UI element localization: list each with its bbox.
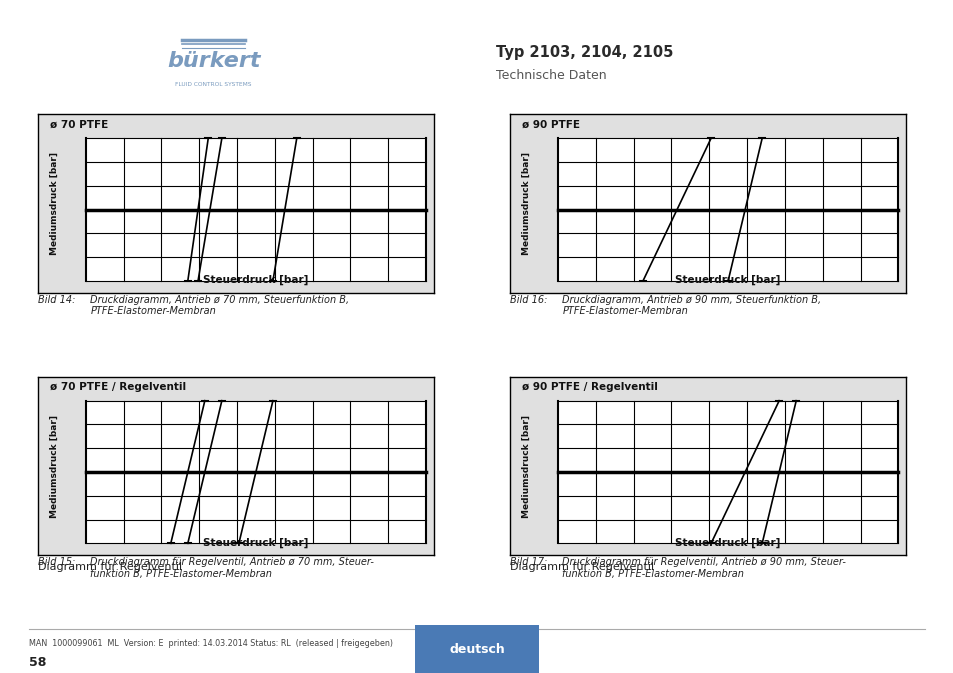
Bar xyxy=(558,138,898,281)
Text: Steuerdruck [bar]: Steuerdruck [bar] xyxy=(675,538,780,548)
Text: Druckdiagramm, Antrieb ø 70 mm, Steuerfunktion B,
PTFE-Elastomer-Membran: Druckdiagramm, Antrieb ø 70 mm, Steuerfu… xyxy=(91,295,349,316)
Bar xyxy=(86,400,426,543)
Text: Bild 16:: Bild 16: xyxy=(510,295,547,305)
Text: 58: 58 xyxy=(29,656,46,669)
Text: Technische Daten: Technische Daten xyxy=(496,69,606,82)
Text: Druckdiagramm für Regelventil, Antrieb ø 70 mm, Steuer-
funktion B, PTFE-Elastom: Druckdiagramm für Regelventil, Antrieb ø… xyxy=(91,557,374,579)
Text: Mediumsdruck [bar]: Mediumsdruck [bar] xyxy=(50,415,58,518)
Text: Diagramm für Regelventil: Diagramm für Regelventil xyxy=(510,562,654,572)
Text: MAN  1000099061  ML  Version: E  printed: 14.03.2014 Status: RL  (released | fre: MAN 1000099061 ML Version: E printed: 14… xyxy=(29,639,393,648)
Bar xyxy=(558,400,898,543)
Text: Diagramm für Regelventil: Diagramm für Regelventil xyxy=(38,562,182,572)
Text: Mediumsdruck [bar]: Mediumsdruck [bar] xyxy=(50,152,58,255)
Text: Druckdiagramm für Regelventil, Antrieb ø 90 mm, Steuer-
funktion B, PTFE-Elastom: Druckdiagramm für Regelventil, Antrieb ø… xyxy=(562,557,845,579)
Text: bürkert: bürkert xyxy=(167,50,260,71)
Text: ø 90 PTFE / Regelventil: ø 90 PTFE / Regelventil xyxy=(521,382,658,392)
Bar xyxy=(86,138,426,281)
Text: Mediumsdruck [bar]: Mediumsdruck [bar] xyxy=(521,152,530,255)
Text: Bild 17:: Bild 17: xyxy=(510,557,547,567)
Text: Typ 2103, 2104, 2105: Typ 2103, 2104, 2105 xyxy=(496,44,673,60)
Text: deutsch: deutsch xyxy=(449,643,504,656)
Text: Bild 15:: Bild 15: xyxy=(38,557,75,567)
Text: ø 70 PTFE: ø 70 PTFE xyxy=(50,120,109,130)
FancyBboxPatch shape xyxy=(415,625,538,673)
Text: Mediumsdruck [bar]: Mediumsdruck [bar] xyxy=(521,415,530,518)
Text: Bild 14:: Bild 14: xyxy=(38,295,75,305)
Text: FLUID CONTROL SYSTEMS: FLUID CONTROL SYSTEMS xyxy=(175,81,252,87)
Text: ø 90 PTFE: ø 90 PTFE xyxy=(521,120,579,130)
Text: Steuerdruck [bar]: Steuerdruck [bar] xyxy=(203,538,308,548)
Text: Steuerdruck [bar]: Steuerdruck [bar] xyxy=(203,275,308,285)
Text: Druckdiagramm, Antrieb ø 90 mm, Steuerfunktion B,
PTFE-Elastomer-Membran: Druckdiagramm, Antrieb ø 90 mm, Steuerfu… xyxy=(562,295,821,316)
Text: Steuerdruck [bar]: Steuerdruck [bar] xyxy=(675,275,780,285)
Text: ø 70 PTFE / Regelventil: ø 70 PTFE / Regelventil xyxy=(50,382,186,392)
